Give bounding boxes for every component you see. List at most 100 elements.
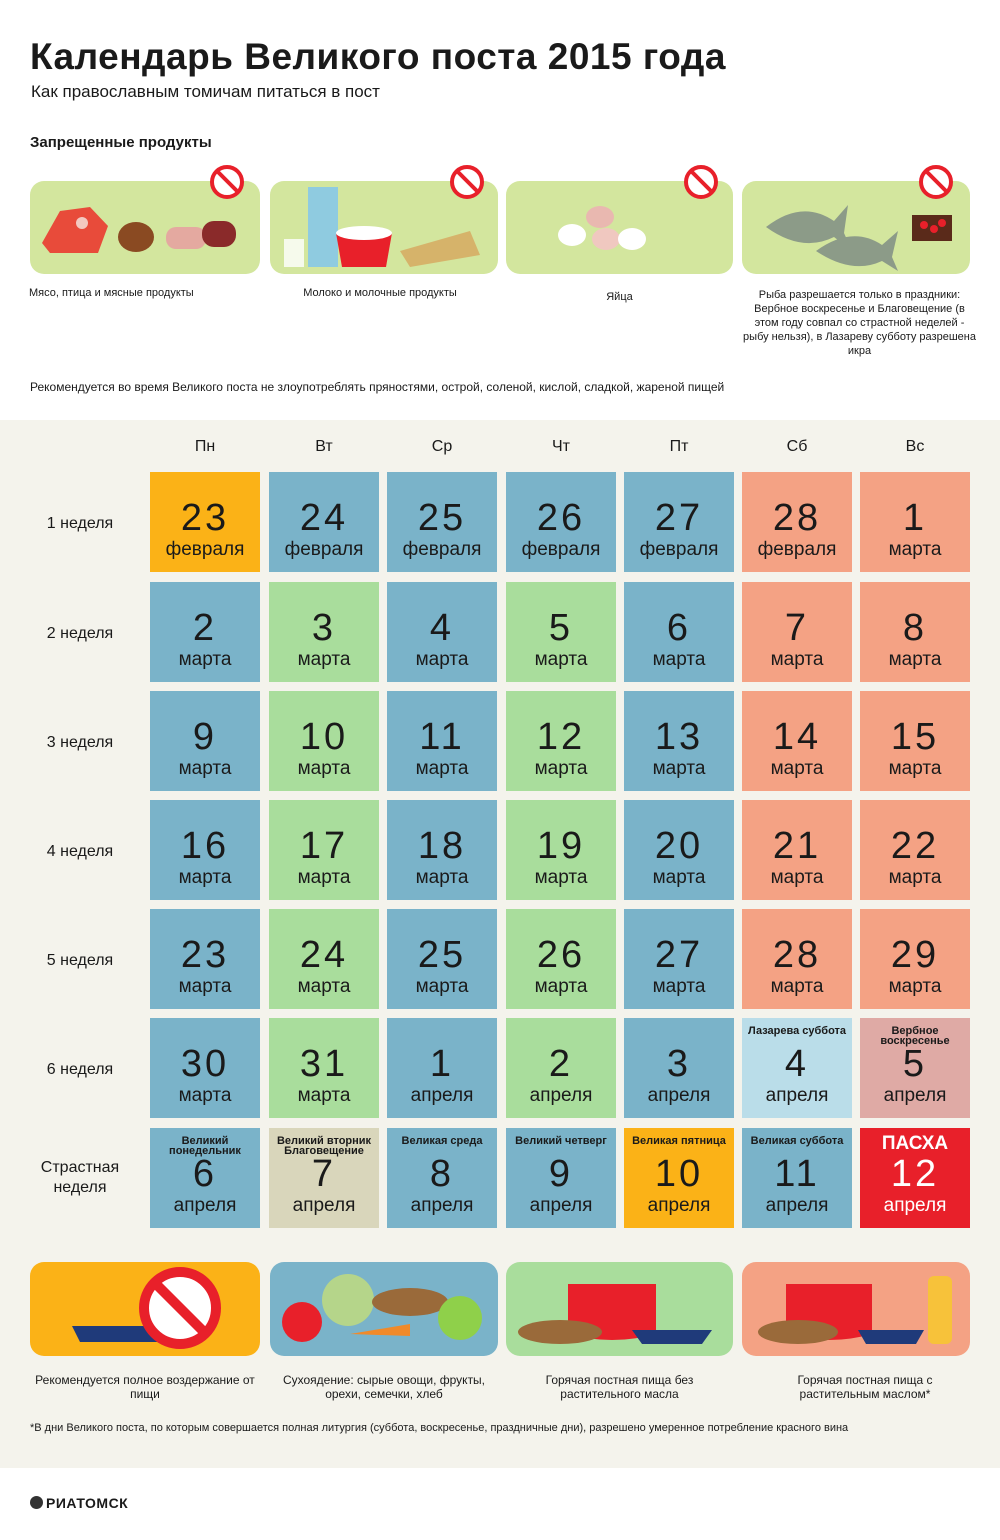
calendar-day: 17 марта xyxy=(269,800,379,900)
day-number: 29 xyxy=(890,934,940,976)
day-number: 27 xyxy=(654,497,704,539)
calendar-day: 5 марта xyxy=(506,582,616,682)
day-month: марта xyxy=(770,976,824,997)
day-note: Вербное воскресенье xyxy=(880,1025,950,1047)
logo-text: РИАТОМСК xyxy=(46,1495,129,1511)
day-month: февраля xyxy=(284,539,364,560)
day-month: марта xyxy=(888,649,942,670)
calendar-day: 12 марта xyxy=(506,691,616,791)
day-month: марта xyxy=(178,649,232,670)
day-month: апреля xyxy=(647,1195,711,1216)
forbidden-caption: Рыба разрешается только в праздники: Вер… xyxy=(743,289,976,357)
day-month: апреля xyxy=(765,1195,829,1216)
day-month: марта xyxy=(534,758,588,779)
day-note: Великая пятница xyxy=(632,1135,726,1147)
day-month: марта xyxy=(415,867,469,888)
day-number: 12 xyxy=(536,716,586,758)
day-number: 10 xyxy=(654,1153,704,1195)
pot-oil-icon xyxy=(758,1276,952,1344)
day-number: 24 xyxy=(299,497,349,539)
day-month: марта xyxy=(888,758,942,779)
day-month: апреля xyxy=(765,1085,829,1106)
prohibited-icon xyxy=(684,165,718,199)
day-month: февраля xyxy=(165,539,245,560)
day-number: 5 xyxy=(902,1043,928,1085)
day-number: 10 xyxy=(299,716,349,758)
day-number: 6 xyxy=(192,1153,218,1195)
day-number: 27 xyxy=(654,934,704,976)
day-month: апреля xyxy=(410,1195,474,1216)
legend-caption: Рекомендуется полное воздержание от пищи xyxy=(35,1373,255,1401)
day-number: 11 xyxy=(774,1153,820,1195)
eggs-icon xyxy=(558,206,646,250)
pot-icon xyxy=(518,1284,712,1344)
calendar-day: 2 апреля xyxy=(506,1018,616,1118)
recommendation-note: Рекомендуется во время Великого поста не… xyxy=(30,380,725,394)
day-number: 22 xyxy=(890,825,940,867)
prohibited-icon xyxy=(450,165,484,199)
day-month: марта xyxy=(652,758,706,779)
day-month: марта xyxy=(652,867,706,888)
day-number: 16 xyxy=(180,825,230,867)
day-month: марта xyxy=(178,758,232,779)
day-number: 7 xyxy=(784,607,810,649)
week-label: 6 неделя xyxy=(46,1061,114,1078)
day-header: Ср xyxy=(431,438,453,455)
calendar-day: 23 марта xyxy=(150,909,260,1009)
day-number: 15 xyxy=(890,716,940,758)
calendar-day: 26 февраля xyxy=(506,472,616,572)
page-title: Календарь Великого поста 2015 года xyxy=(30,36,726,77)
day-header: Чт xyxy=(552,438,570,455)
day-month: марта xyxy=(888,867,942,888)
day-note: Лазарева суббота xyxy=(747,1025,847,1037)
day-month: апреля xyxy=(173,1195,237,1216)
day-month: марта xyxy=(652,976,706,997)
day-number: 12 xyxy=(890,1153,940,1195)
day-month: марта xyxy=(534,649,588,670)
calendar-day: Великий понедельник 6 апреля xyxy=(150,1128,260,1228)
calendar-day: 20 марта xyxy=(624,800,734,900)
day-month: марта xyxy=(297,867,351,888)
day-header: Вт xyxy=(315,438,333,455)
calendar-day: 24 февраля xyxy=(269,472,379,572)
calendar-day: Великий вторник Благовещение 7 апреля xyxy=(269,1128,379,1228)
day-number: 3 xyxy=(666,1043,692,1085)
day-month: февраля xyxy=(757,539,837,560)
day-month: апреля xyxy=(647,1085,711,1106)
day-month: апреля xyxy=(883,1085,947,1106)
day-number: 2 xyxy=(192,607,218,649)
day-month: февраля xyxy=(521,539,601,560)
fish-panel xyxy=(742,165,970,274)
calendar-day: Вербное воскресенье 5 апреля xyxy=(860,1018,970,1118)
day-month: марта xyxy=(297,758,351,779)
day-month: марта xyxy=(415,976,469,997)
calendar-day: ПАСХА 12 апреля xyxy=(860,1128,970,1228)
day-number: 8 xyxy=(429,1153,455,1195)
day-month: апреля xyxy=(883,1195,947,1216)
week-label: 3 неделя xyxy=(46,734,114,751)
week-label: 5 неделя xyxy=(46,952,114,969)
day-number: 1 xyxy=(902,497,928,539)
calendar-day: 25 февраля xyxy=(387,472,497,572)
day-number: 25 xyxy=(417,934,467,976)
logo-icon xyxy=(30,1496,43,1509)
day-month: марта xyxy=(297,1085,351,1106)
day-number: 2 xyxy=(548,1043,574,1085)
day-number: 21 xyxy=(772,825,822,867)
day-number: 9 xyxy=(548,1153,574,1195)
calendar-day: 27 марта xyxy=(624,909,734,1009)
fish-icon xyxy=(766,205,952,271)
meat-panel xyxy=(30,165,260,274)
day-note: ПАСХА xyxy=(881,1133,949,1154)
eggs-panel xyxy=(506,165,733,274)
calendar-day: 6 марта xyxy=(624,582,734,682)
legend-caption: Сухоядение: сырые овощи, фрукты, орехи, … xyxy=(282,1373,486,1401)
calendar-day: 3 марта xyxy=(269,582,379,682)
day-number: 14 xyxy=(772,716,822,758)
calendar-day: 19 марта xyxy=(506,800,616,900)
legend-caption: Горячая постная пища с растительным масл… xyxy=(797,1373,933,1401)
legend-caption: Горячая постная пища без растительного м… xyxy=(545,1373,694,1401)
calendar-day: 8 марта xyxy=(860,582,970,682)
day-month: апреля xyxy=(529,1085,593,1106)
calendar-day: 25 марта xyxy=(387,909,497,1009)
